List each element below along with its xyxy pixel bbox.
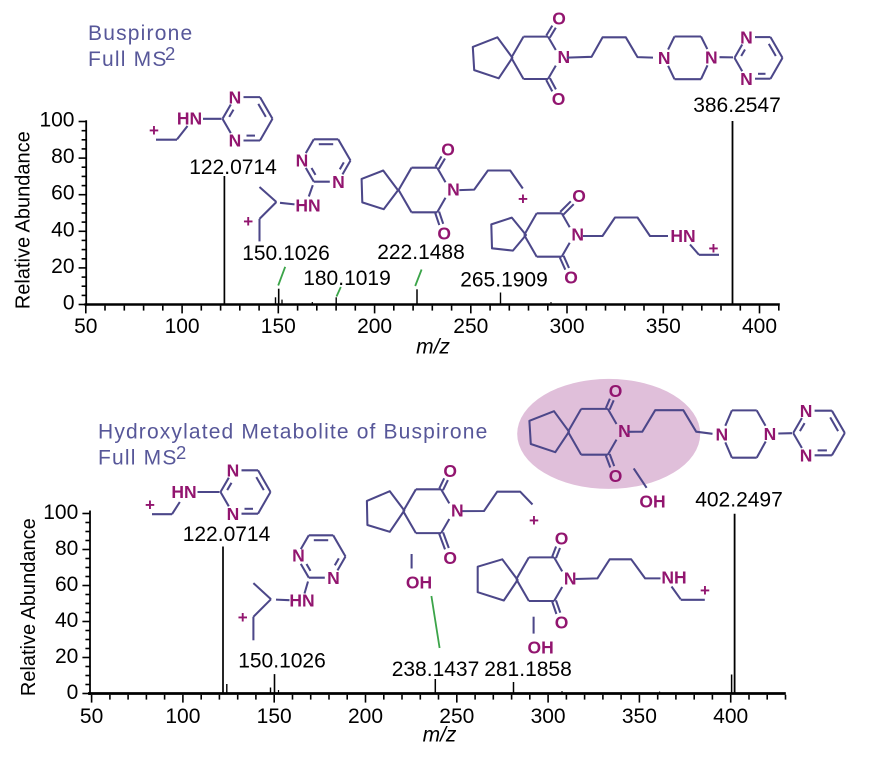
svg-text:Full MS: Full MS [98, 447, 178, 470]
svg-text:N: N [571, 224, 584, 244]
svg-text:HN: HN [171, 482, 196, 502]
svg-text:222.1488: 222.1488 [377, 241, 465, 264]
svg-text:O: O [555, 613, 569, 633]
svg-text:100: 100 [39, 109, 74, 132]
svg-text:80: 80 [51, 145, 74, 168]
svg-text:40: 40 [55, 609, 78, 632]
svg-text:+: + [243, 212, 253, 231]
svg-text:O: O [564, 268, 578, 288]
svg-text:122.0714: 122.0714 [189, 156, 277, 179]
svg-text:HN: HN [177, 109, 202, 129]
svg-text:40: 40 [51, 218, 74, 241]
svg-text:HN: HN [670, 226, 695, 246]
svg-text:150: 150 [261, 315, 296, 338]
svg-text:N: N [800, 401, 813, 421]
svg-text:N: N [227, 461, 240, 481]
svg-text:N: N [332, 172, 345, 192]
svg-text:N: N [800, 446, 813, 466]
svg-text:Buspirone: Buspirone [88, 22, 193, 45]
svg-text:122.0714: 122.0714 [183, 523, 271, 546]
svg-text:2: 2 [176, 442, 186, 463]
svg-text:80: 80 [55, 537, 78, 560]
svg-text:OH: OH [639, 492, 665, 512]
svg-text:N: N [658, 48, 671, 68]
svg-text:+: + [709, 239, 719, 258]
svg-text:NH: NH [661, 568, 686, 588]
svg-text:281.1858: 281.1858 [484, 658, 572, 681]
svg-text:180.1019: 180.1019 [303, 267, 391, 290]
svg-text:350: 350 [646, 315, 681, 338]
svg-text:O: O [552, 9, 566, 29]
svg-text:400: 400 [742, 315, 777, 338]
svg-text:N: N [451, 501, 464, 521]
svg-text:N: N [740, 69, 753, 89]
svg-text:402.2497: 402.2497 [695, 489, 783, 512]
svg-text:300: 300 [549, 315, 584, 338]
svg-text:200: 200 [357, 315, 392, 338]
svg-text:50: 50 [74, 315, 97, 338]
svg-text:+: + [700, 581, 710, 600]
svg-text:N: N [327, 568, 340, 588]
svg-text:+: + [238, 608, 248, 627]
svg-text:O: O [552, 89, 566, 109]
svg-text:O: O [609, 466, 623, 486]
svg-text:400: 400 [713, 705, 748, 728]
svg-text:N: N [564, 569, 577, 589]
svg-text:m/z: m/z [416, 336, 450, 359]
svg-text:N: N [227, 504, 240, 524]
svg-text:300: 300 [531, 705, 566, 728]
svg-text:Relative Abundance: Relative Abundance [18, 518, 40, 696]
svg-text:265.1909: 265.1909 [460, 269, 548, 292]
svg-text:Hydroxylated Metabolite of Bus: Hydroxylated Metabolite of Buspirone [98, 421, 488, 444]
svg-text:N: N [740, 27, 753, 47]
svg-text:150.1026: 150.1026 [242, 242, 330, 265]
svg-text:100: 100 [165, 315, 200, 338]
svg-text:100: 100 [165, 705, 200, 728]
svg-text:0: 0 [63, 292, 75, 315]
svg-text:+: + [529, 511, 539, 530]
svg-text:N: N [705, 47, 718, 67]
svg-text:N: N [229, 131, 242, 151]
svg-text:OH: OH [406, 573, 432, 593]
svg-text:OH: OH [527, 638, 553, 658]
svg-text:N: N [715, 424, 728, 444]
svg-text:O: O [572, 186, 586, 206]
svg-text:HN: HN [295, 196, 320, 216]
svg-text:60: 60 [55, 573, 78, 596]
svg-text:N: N [447, 179, 460, 199]
svg-text:N: N [296, 151, 309, 171]
svg-text:N: N [229, 87, 242, 107]
svg-text:O: O [441, 140, 455, 160]
svg-text:20: 20 [55, 645, 78, 668]
svg-text:+: + [149, 121, 159, 140]
svg-text:m/z: m/z [423, 724, 457, 747]
svg-text:50: 50 [80, 705, 103, 728]
svg-text:150.1026: 150.1026 [238, 650, 326, 673]
svg-text:O: O [609, 381, 623, 401]
svg-text:0: 0 [67, 681, 79, 704]
svg-text:350: 350 [622, 705, 657, 728]
svg-text:60: 60 [51, 182, 74, 205]
svg-text:200: 200 [348, 705, 383, 728]
svg-text:HN: HN [289, 591, 314, 611]
svg-text:N: N [292, 546, 305, 566]
svg-text:O: O [555, 529, 569, 549]
svg-text:238.1437: 238.1437 [392, 658, 480, 681]
svg-text:Full MS: Full MS [88, 48, 168, 71]
svg-text:O: O [443, 461, 457, 481]
svg-text:Relative Abundance: Relative Abundance [13, 131, 35, 309]
svg-text:O: O [437, 224, 451, 244]
svg-text:+: + [518, 189, 528, 208]
svg-text:386.2547: 386.2547 [693, 94, 781, 117]
svg-text:100: 100 [43, 501, 78, 524]
svg-text:O: O [443, 548, 457, 568]
svg-text:+: + [145, 496, 155, 515]
svg-text:250: 250 [453, 315, 488, 338]
svg-text:N: N [764, 424, 777, 444]
svg-text:20: 20 [51, 255, 74, 278]
svg-text:2: 2 [165, 43, 175, 64]
svg-text:150: 150 [257, 705, 292, 728]
